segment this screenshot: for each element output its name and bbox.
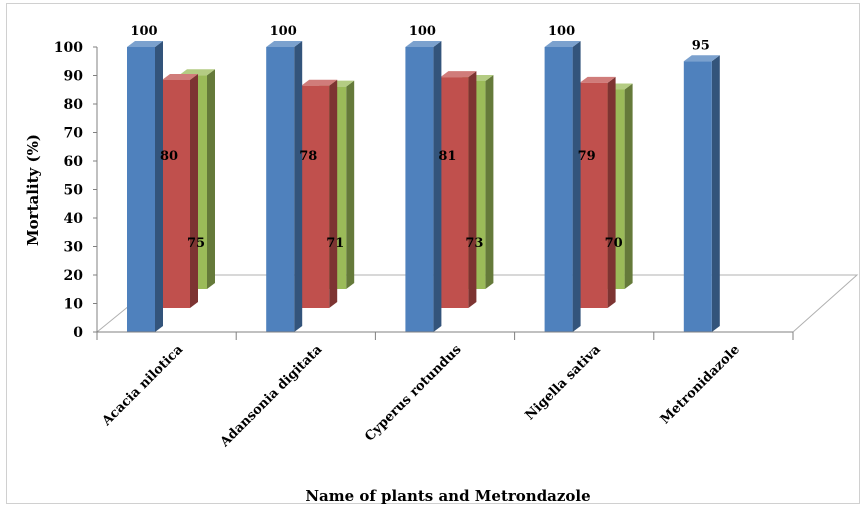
data-label: 71 — [326, 236, 344, 251]
y-tick-label: 10 — [64, 297, 84, 313]
bar-front — [301, 85, 330, 308]
y-tick-label: 70 — [64, 126, 84, 142]
bar-front — [127, 47, 155, 332]
bar-side — [433, 41, 442, 332]
data-label: 100 — [548, 24, 575, 39]
bar — [405, 41, 442, 332]
x-tick-label: Nigella sativa — [523, 342, 604, 423]
x-tick-label: Adansonia digitata — [217, 342, 326, 451]
y-tick-label: 90 — [64, 69, 84, 85]
bar-side — [468, 71, 477, 309]
bar-front — [579, 82, 608, 308]
bar-side — [155, 41, 163, 332]
data-label: 75 — [187, 236, 205, 251]
bar — [683, 55, 720, 332]
bar-side — [294, 41, 303, 332]
y-tick-label: 60 — [64, 154, 84, 170]
bar-side — [485, 74, 494, 289]
bar-front — [683, 61, 712, 332]
bar-top — [405, 41, 442, 47]
bar-top — [179, 69, 215, 76]
bar — [544, 41, 581, 332]
x-tick-label: Acacia nilotica — [99, 342, 187, 430]
bar-front — [544, 47, 573, 332]
data-label: 78 — [299, 149, 317, 164]
bar — [440, 71, 477, 309]
x-tick-label: Cyperus rotundus — [362, 342, 464, 444]
bar-top — [544, 41, 581, 47]
y-tick-label: 20 — [64, 268, 84, 284]
bar-side — [207, 69, 215, 289]
bar-front — [266, 47, 295, 332]
data-label: 73 — [465, 236, 483, 251]
y-tick-label: 80 — [64, 97, 84, 113]
data-label: 80 — [160, 149, 178, 164]
x-axis-title: Name of plants and Metrondazole — [305, 487, 590, 505]
bar-side — [190, 74, 198, 308]
data-label: 95 — [692, 38, 710, 53]
data-label: 100 — [130, 24, 157, 39]
bar-side — [329, 79, 338, 308]
y-tick-label: 30 — [64, 240, 84, 256]
bar-front — [162, 80, 190, 308]
data-label: 100 — [409, 24, 436, 39]
bar — [579, 76, 616, 308]
bar-side — [624, 83, 633, 289]
y-tick-label: 40 — [64, 211, 84, 227]
bar-top — [683, 55, 720, 62]
x-tick-label: Metronidazole — [658, 342, 743, 427]
y-axis: 0 10 20 30 40 50 60 70 80 90 100 — [54, 40, 98, 341]
y-tick-label: 100 — [54, 40, 83, 56]
bar — [127, 41, 163, 332]
bars — [127, 41, 720, 332]
bar-top — [266, 41, 303, 47]
bar-top — [301, 79, 338, 86]
x-axis: Acacia nilotica Adansonia digitata Cyperus… — [96, 331, 794, 451]
bar-front — [440, 77, 469, 309]
data-label: 79 — [578, 149, 596, 164]
chart-frame — [6, 3, 860, 504]
y-tick-label: 0 — [73, 325, 83, 341]
bar-side — [711, 55, 720, 332]
bar — [301, 79, 338, 308]
y-axis-title: Mortality (%) — [24, 134, 42, 246]
data-labels: 75 71 73 70 80 78 81 79 100 100 100 100 95 — [130, 24, 709, 251]
bar-front — [405, 47, 434, 332]
bar-top — [127, 41, 163, 47]
data-label: 100 — [270, 24, 297, 39]
bar — [266, 41, 303, 332]
bar-top — [162, 74, 198, 80]
bar-side — [346, 80, 355, 290]
bar — [162, 74, 198, 308]
bar-side — [572, 41, 581, 332]
bar-top — [440, 71, 477, 78]
data-label: 70 — [605, 236, 623, 251]
y-tick-label: 50 — [64, 183, 84, 199]
data-label: 81 — [438, 149, 456, 164]
bar-top — [579, 76, 616, 83]
bar-side — [607, 76, 616, 308]
